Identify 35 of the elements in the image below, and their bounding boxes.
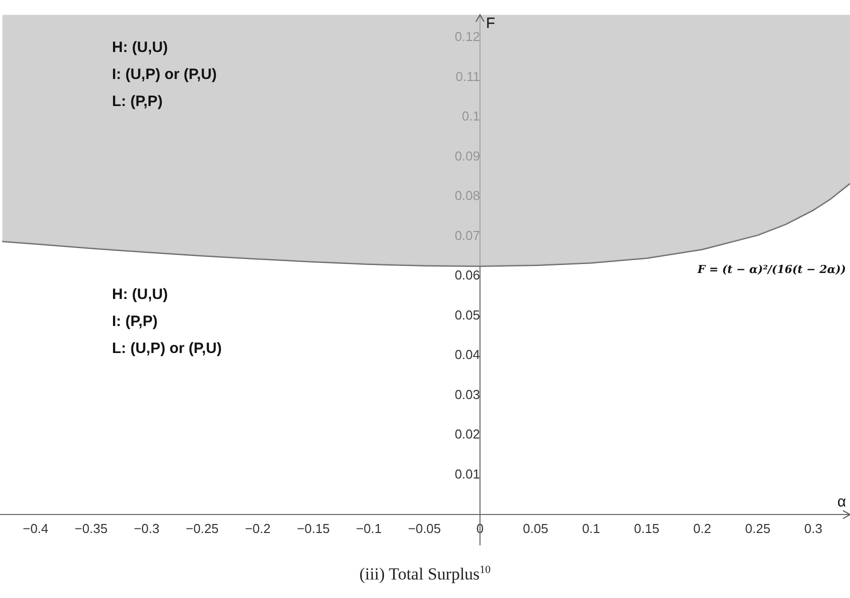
y-tick-label: 0.1	[462, 108, 480, 124]
annotation: I: (U,P) or (P,U)	[112, 66, 217, 84]
x-tick-label: −0.35	[74, 520, 108, 536]
y-tick-label: 0.09	[454, 148, 480, 164]
annotation: L: (U,P) or (P,U)	[112, 340, 222, 358]
y-tick-label: 0.12	[454, 29, 480, 44]
y-axis-title: F	[486, 14, 496, 32]
y-tick-label: 0.11	[456, 68, 480, 84]
y-tick-label: 0.06	[454, 268, 480, 283]
x-tick-label: 0.2	[693, 520, 712, 536]
text: (iii) Total Surplus$^{10}$	[358, 564, 492, 585]
y-tick-label: 0.03	[454, 386, 480, 402]
annotation: L: (P,P)	[112, 93, 163, 110]
x-tick-label: −0.3	[134, 520, 160, 536]
x-tick-label: −0.05	[408, 520, 441, 536]
annotation: H: (U,U)	[112, 286, 168, 304]
x-tick-label: 0.15	[634, 520, 660, 536]
y-tick-label: 0.01	[454, 466, 480, 482]
series-label: F = (t − α)²/(16(t − 2α))	[696, 262, 846, 276]
x-tick-label: −0.4	[22, 520, 48, 536]
x-axis-title: α	[837, 494, 846, 511]
x-tick-label: 0.05	[522, 520, 548, 536]
x-tick-label: −0.15	[296, 520, 330, 536]
y-tick-label: 0.02	[454, 426, 480, 442]
y-tick-label: 0.05	[454, 307, 480, 322]
x-tick-label: 0.25	[745, 520, 770, 536]
x-tick-label: −0.1	[356, 520, 382, 536]
x-tick-label: −0.2	[244, 520, 271, 536]
x-tick-label: 0.1	[582, 520, 600, 536]
x-tick-label: 0.3	[804, 520, 822, 536]
y-tick-label: 0.08	[454, 188, 480, 204]
x-tick-label: −0.25	[186, 520, 219, 536]
annotation: I: (P,P)	[112, 313, 158, 330]
y-tick-label: 0.07	[454, 228, 480, 243]
annotation: H: (U,U)	[112, 39, 168, 56]
